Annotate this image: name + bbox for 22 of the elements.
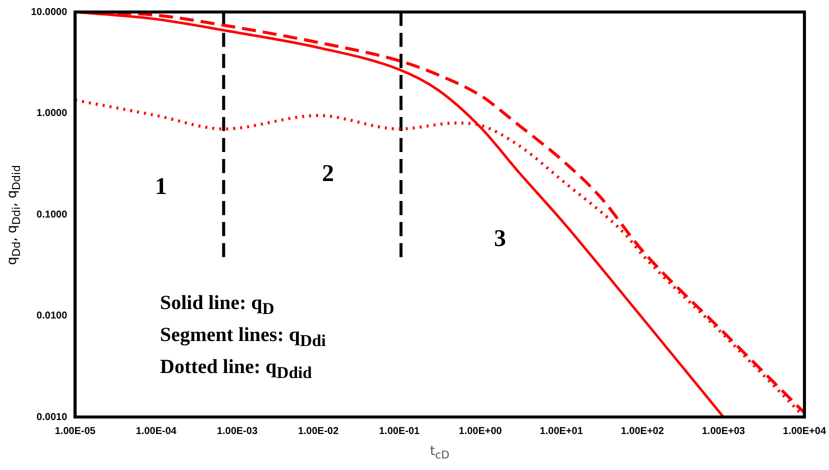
y-tick-label: 0.0100 <box>36 310 68 322</box>
x-tick-label: 1.00E+03 <box>702 426 746 437</box>
y-tick-label: 10.0000 <box>30 6 68 18</box>
x-tick-label: 1.00E+04 <box>782 426 826 437</box>
x-tick-label: 1.00E-04 <box>136 426 177 437</box>
y-tick-label: 0.0010 <box>36 412 68 423</box>
x-tick-label: 1.00E+01 <box>540 426 584 437</box>
y-tick-label: 1.0000 <box>36 108 68 119</box>
x-tick-label: 1.00E-01 <box>378 426 420 437</box>
x-tick-label: 1.00E-03 <box>216 426 258 437</box>
annotation: Dotted line: q$_{Ddid}$ <box>160 355 313 384</box>
annotation: Solid line: q$_{D}$ <box>160 291 276 320</box>
annotation: 3 <box>494 226 506 252</box>
annotation: 1 <box>155 174 167 200</box>
x-tick-label: 1.00E+00 <box>458 426 502 437</box>
x-axis-title: t$_{cD}$ <box>430 444 450 462</box>
annotation: 2 <box>322 161 334 188</box>
annotation: Segment lines: q$_{Ddi}$ <box>160 323 326 352</box>
x-tick-label: 1.00E-02 <box>298 426 339 437</box>
x-tick-label: 1.00E+02 <box>620 426 664 437</box>
x-tick-label: 1.00E-05 <box>54 426 96 437</box>
y-tick-label: 0.1000 <box>36 209 68 220</box>
